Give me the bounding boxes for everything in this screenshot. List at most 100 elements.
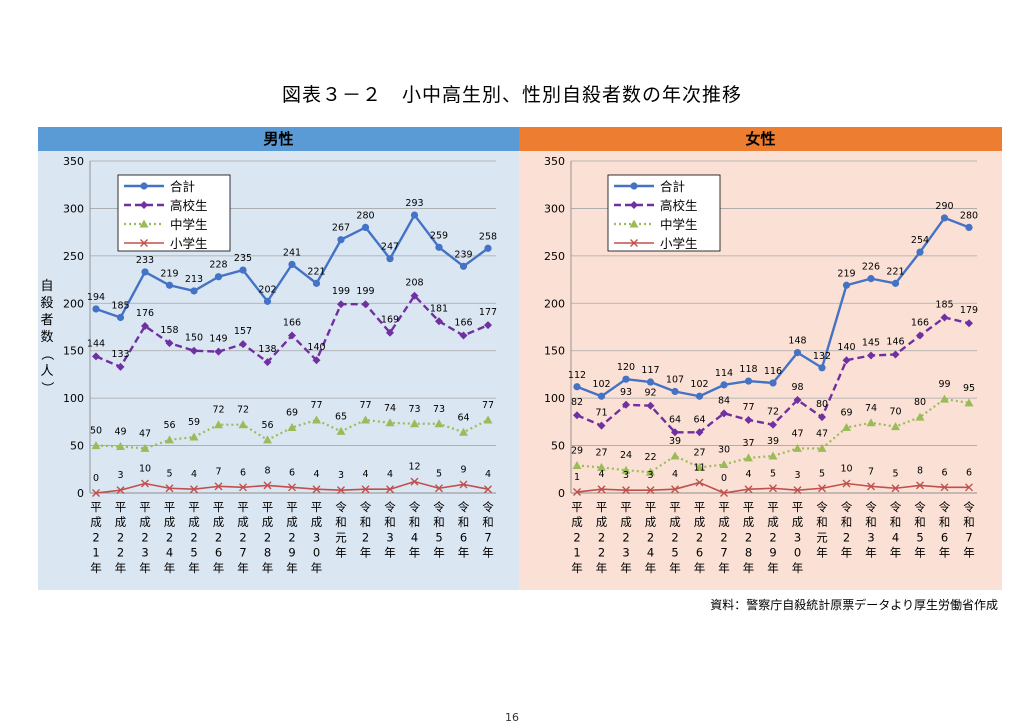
- data-point: [263, 435, 272, 444]
- data-point: [141, 479, 149, 488]
- data-point: [434, 419, 444, 428]
- data-label: 64: [693, 414, 705, 425]
- data-point: [214, 273, 223, 281]
- female-panel-header: 女性: [519, 127, 1002, 151]
- data-point: [410, 291, 419, 300]
- data-point: [337, 300, 345, 309]
- data-label: 50: [90, 426, 102, 437]
- data-label: 149: [209, 334, 227, 345]
- data-label: 4: [191, 469, 197, 480]
- data-point: [239, 483, 247, 492]
- x-tick-label-char: 年: [620, 561, 632, 575]
- data-label: 77: [742, 402, 754, 413]
- data-point: [646, 467, 655, 476]
- data-point: [287, 423, 297, 432]
- data-point: [965, 223, 973, 231]
- data-label: 118: [739, 364, 757, 375]
- data-point: [695, 478, 704, 487]
- data-label: 150: [185, 333, 203, 344]
- data-label: 84: [718, 395, 730, 406]
- x-tick-label-char: 成: [115, 515, 127, 529]
- data-point: [312, 279, 321, 287]
- data-point: [312, 415, 321, 424]
- data-label: 69: [840, 408, 852, 419]
- x-tick-label-char: 年: [433, 546, 445, 560]
- data-point: [572, 460, 582, 469]
- female-chart-panel: 女性 0 50 100 150 200 250 300 350 平成 2 1 年平成 2 2 年平成 2 3 年平…: [519, 127, 1002, 590]
- data-label: 6: [240, 467, 246, 478]
- data-point: [695, 392, 704, 400]
- x-tick-label-char: 和: [939, 515, 951, 529]
- series-line: [95, 418, 489, 450]
- x-tick-label-char: 4: [411, 530, 418, 544]
- data-label: 56: [261, 420, 273, 431]
- data-point: [940, 313, 949, 322]
- x-tick-label-char: 令: [335, 500, 347, 514]
- legend-box: [607, 174, 721, 252]
- data-point: [964, 398, 974, 407]
- data-point: [720, 489, 728, 497]
- data-point: [573, 383, 581, 391]
- data-label: 56: [163, 420, 175, 431]
- x-tick-label: 令和7 年: [482, 500, 494, 560]
- data-label: 9: [460, 464, 466, 475]
- x-tick-label: 平成2 7年: [237, 500, 249, 575]
- x-tick-label: 令和6 年: [458, 500, 470, 560]
- data-label: 4: [313, 469, 319, 480]
- x-tick-label-char: 年: [914, 546, 926, 560]
- x-tick-label-char: 年: [335, 546, 347, 560]
- data-point: [744, 453, 753, 462]
- x-tick-label-char: 元: [816, 530, 828, 544]
- data-point: [189, 432, 199, 441]
- data-label: 102: [592, 379, 610, 390]
- data-label: 5: [770, 468, 776, 479]
- data-label: 8: [264, 465, 270, 476]
- data-point: [916, 331, 924, 340]
- data-label: 65: [335, 411, 347, 422]
- x-tick-label-char: 成: [164, 515, 176, 529]
- data-label: 158: [160, 325, 178, 336]
- x-tick-label-char: 年: [841, 546, 853, 560]
- x-tick-label-char: 年: [237, 561, 249, 575]
- data-point: [622, 375, 630, 383]
- y-axis-label-char: 殺: [40, 296, 53, 311]
- x-tick-label-char: 年: [890, 546, 902, 560]
- data-point: [337, 486, 345, 495]
- x-tick-label: 令和4 年: [890, 500, 902, 560]
- data-point: [92, 352, 100, 361]
- data-point: [573, 488, 581, 497]
- data-point: [361, 223, 370, 231]
- data-point: [842, 479, 851, 488]
- data-label: 72: [767, 407, 779, 418]
- data-point: [214, 347, 223, 356]
- x-tick-label-char: 6: [941, 530, 948, 544]
- data-label: 92: [644, 388, 656, 399]
- data-label: 29: [571, 445, 583, 456]
- data-point: [435, 317, 443, 326]
- x-tick-label-char: 4: [892, 530, 899, 544]
- data-point: [190, 346, 198, 355]
- data-point: [769, 379, 777, 387]
- x-tick-label-char: 2: [141, 530, 148, 544]
- data-label: 11: [693, 463, 705, 474]
- x-tick-label-char: 年: [409, 546, 421, 560]
- x-tick-label-char: 成: [213, 515, 225, 529]
- x-tick-label-char: 年: [164, 561, 176, 575]
- x-tick-label-char: 年: [262, 561, 274, 575]
- x-tick-label-char: 2: [671, 530, 678, 544]
- data-label: 293: [405, 198, 423, 209]
- x-tick-label-char: 成: [286, 515, 298, 529]
- data-label: 132: [813, 351, 831, 362]
- x-tick-label-char: 年: [816, 546, 828, 560]
- data-point: [459, 331, 468, 340]
- y-tick-label: 0: [558, 487, 565, 500]
- data-label: 258: [479, 231, 497, 242]
- x-tick-label: 平成2 7年: [718, 500, 730, 575]
- x-tick-label-char: 成: [645, 515, 657, 529]
- legend-marker: [630, 182, 638, 190]
- data-point: [484, 485, 492, 494]
- data-label: 3: [338, 470, 344, 481]
- data-label: 185: [935, 300, 953, 311]
- x-tick-label-char: 年: [213, 561, 225, 575]
- x-tick-label-char: 7: [239, 546, 246, 560]
